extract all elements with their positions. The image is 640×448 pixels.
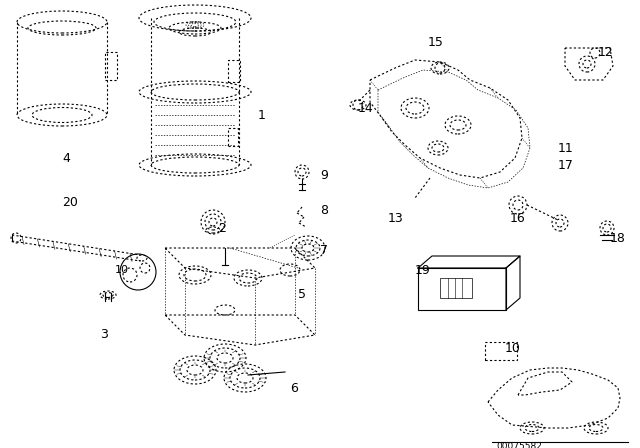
Text: 00075582: 00075582 [496,441,542,448]
Text: 4: 4 [62,151,70,164]
Bar [105,52,117,80]
Text: 14: 14 [358,102,374,115]
Bar [228,128,238,146]
Text: 9: 9 [320,168,328,181]
Text: 2: 2 [218,221,226,234]
Text: 5: 5 [298,289,306,302]
Text: 20: 20 [62,195,78,208]
Text: 3: 3 [100,328,108,341]
Text: 12: 12 [598,46,614,59]
Text: 15: 15 [428,35,444,48]
Text: 11: 11 [558,142,573,155]
Text: 6: 6 [290,382,298,395]
Bar [485,342,517,360]
Text: 19: 19 [415,263,431,276]
Text: 16: 16 [510,211,525,224]
Text: 1: 1 [258,108,266,121]
Text: 10: 10 [505,341,521,354]
Text: 10: 10 [115,265,129,275]
Text: 7: 7 [320,244,328,257]
Text: 8: 8 [320,203,328,216]
Text: 18: 18 [610,232,626,245]
Text: 17: 17 [558,159,574,172]
Bar [440,278,472,298]
Bar [228,60,240,82]
Bar [418,268,506,310]
Text: 13: 13 [388,211,404,224]
